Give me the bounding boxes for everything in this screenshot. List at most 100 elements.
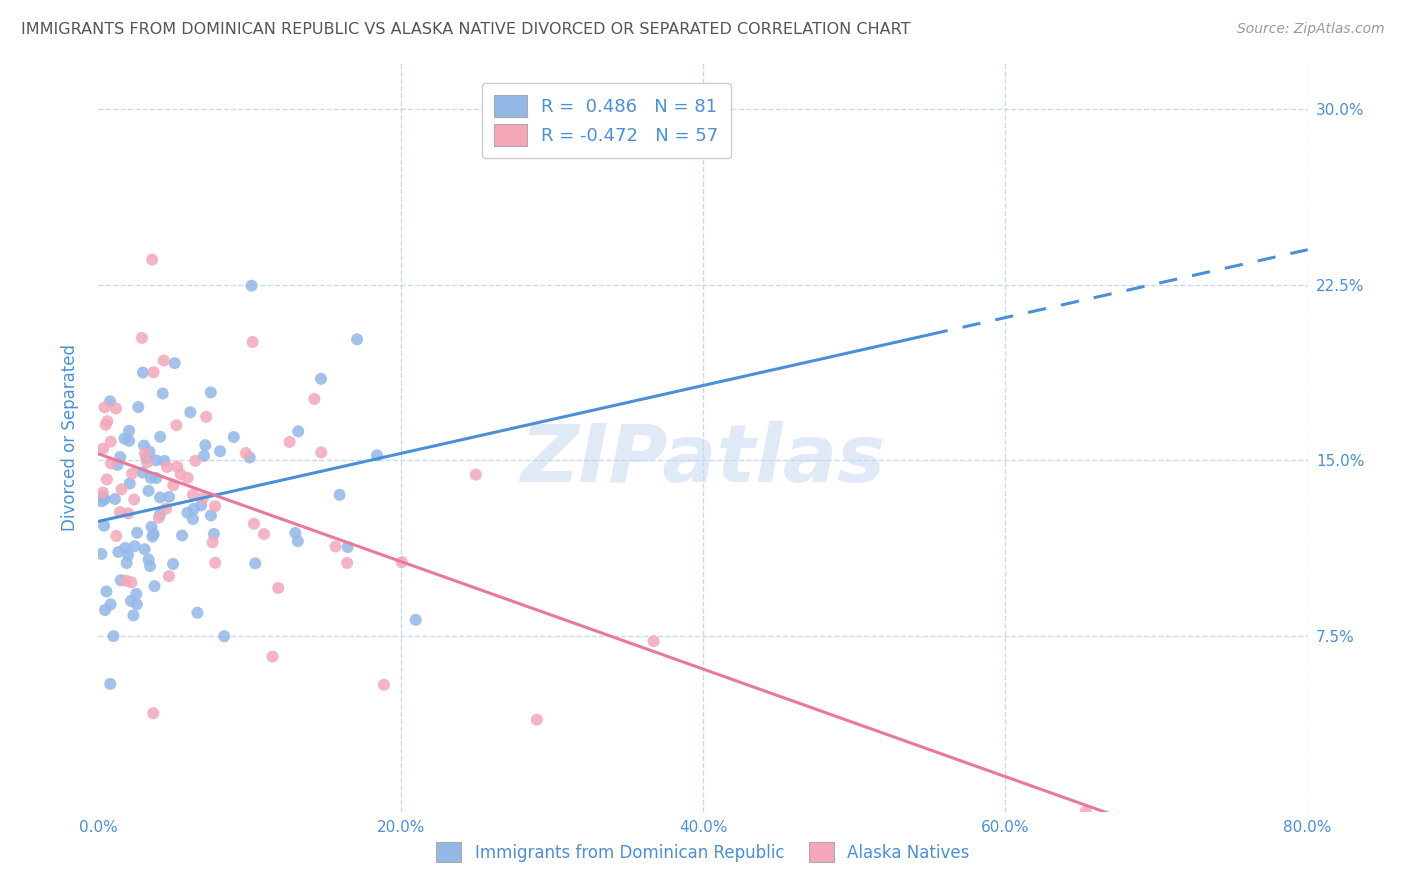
- Point: [253, 527, 276, 541]
- Point: [242, 334, 264, 349]
- Point: [163, 356, 186, 370]
- Point: [405, 613, 427, 627]
- Point: [145, 471, 167, 485]
- Point: [149, 430, 172, 444]
- Point: [108, 450, 131, 464]
- Point: [309, 372, 332, 386]
- Y-axis label: Divorced or Separated: Divorced or Separated: [60, 343, 79, 531]
- Point: [245, 557, 267, 571]
- Point: [108, 505, 131, 519]
- Point: [157, 569, 180, 583]
- Text: Source: ZipAtlas.com: Source: ZipAtlas.com: [1237, 22, 1385, 37]
- Point: [131, 331, 153, 345]
- Point: [278, 434, 301, 449]
- Point: [141, 530, 163, 544]
- Point: [143, 579, 166, 593]
- Point: [643, 634, 665, 648]
- Point: [104, 491, 127, 506]
- Point: [152, 386, 174, 401]
- Point: [139, 559, 162, 574]
- Point: [243, 516, 266, 531]
- Point: [191, 491, 214, 505]
- Point: [134, 542, 156, 557]
- Point: [104, 401, 127, 416]
- Point: [329, 488, 352, 502]
- Point: [138, 444, 160, 458]
- Legend: Immigrants from Dominican Republic, Alaska Natives: Immigrants from Dominican Republic, Alas…: [427, 834, 979, 871]
- Point: [134, 446, 156, 460]
- Point: [115, 574, 138, 588]
- Point: [93, 518, 115, 533]
- Point: [121, 467, 143, 481]
- Point: [170, 528, 193, 542]
- Point: [287, 534, 309, 549]
- Point: [287, 425, 309, 439]
- Point: [194, 438, 217, 452]
- Point: [110, 573, 132, 587]
- Point: [304, 392, 326, 406]
- Point: [155, 501, 177, 516]
- Point: [138, 483, 160, 498]
- Point: [117, 507, 139, 521]
- Point: [240, 278, 263, 293]
- Point: [139, 471, 162, 485]
- Point: [391, 555, 413, 569]
- Point: [181, 487, 204, 501]
- Point: [110, 483, 132, 497]
- Point: [193, 449, 215, 463]
- Point: [141, 520, 163, 534]
- Text: ZIPatlas: ZIPatlas: [520, 420, 886, 499]
- Point: [162, 557, 184, 571]
- Point: [112, 432, 135, 446]
- Point: [176, 471, 198, 485]
- Point: [107, 545, 129, 559]
- Point: [93, 401, 115, 415]
- Point: [98, 394, 121, 409]
- Point: [96, 414, 118, 428]
- Point: [1074, 805, 1097, 819]
- Point: [346, 332, 368, 346]
- Point: [98, 677, 121, 691]
- Point: [200, 508, 222, 523]
- Point: [96, 584, 118, 599]
- Point: [202, 527, 225, 541]
- Point: [179, 405, 201, 419]
- Point: [309, 445, 332, 459]
- Point: [120, 575, 142, 590]
- Point: [93, 492, 115, 507]
- Point: [127, 525, 149, 540]
- Point: [186, 606, 208, 620]
- Point: [125, 587, 148, 601]
- Point: [94, 603, 117, 617]
- Point: [366, 448, 388, 462]
- Point: [132, 366, 155, 380]
- Point: [235, 446, 257, 460]
- Point: [239, 450, 262, 465]
- Point: [122, 492, 145, 507]
- Point: [91, 485, 114, 500]
- Point: [190, 498, 212, 512]
- Point: [100, 434, 122, 449]
- Point: [132, 439, 155, 453]
- Point: [183, 501, 205, 516]
- Point: [152, 353, 174, 368]
- Point: [100, 457, 122, 471]
- Point: [105, 529, 128, 543]
- Point: [214, 629, 236, 643]
- Point: [267, 581, 290, 595]
- Point: [142, 706, 165, 721]
- Point: [118, 476, 141, 491]
- Point: [135, 451, 157, 466]
- Point: [176, 506, 198, 520]
- Point: [142, 527, 165, 541]
- Point: [141, 252, 163, 267]
- Point: [94, 417, 117, 432]
- Point: [149, 508, 172, 522]
- Point: [91, 490, 114, 504]
- Point: [145, 453, 167, 467]
- Point: [526, 713, 548, 727]
- Point: [181, 512, 204, 526]
- Point: [373, 678, 395, 692]
- Point: [125, 597, 148, 611]
- Point: [148, 510, 170, 524]
